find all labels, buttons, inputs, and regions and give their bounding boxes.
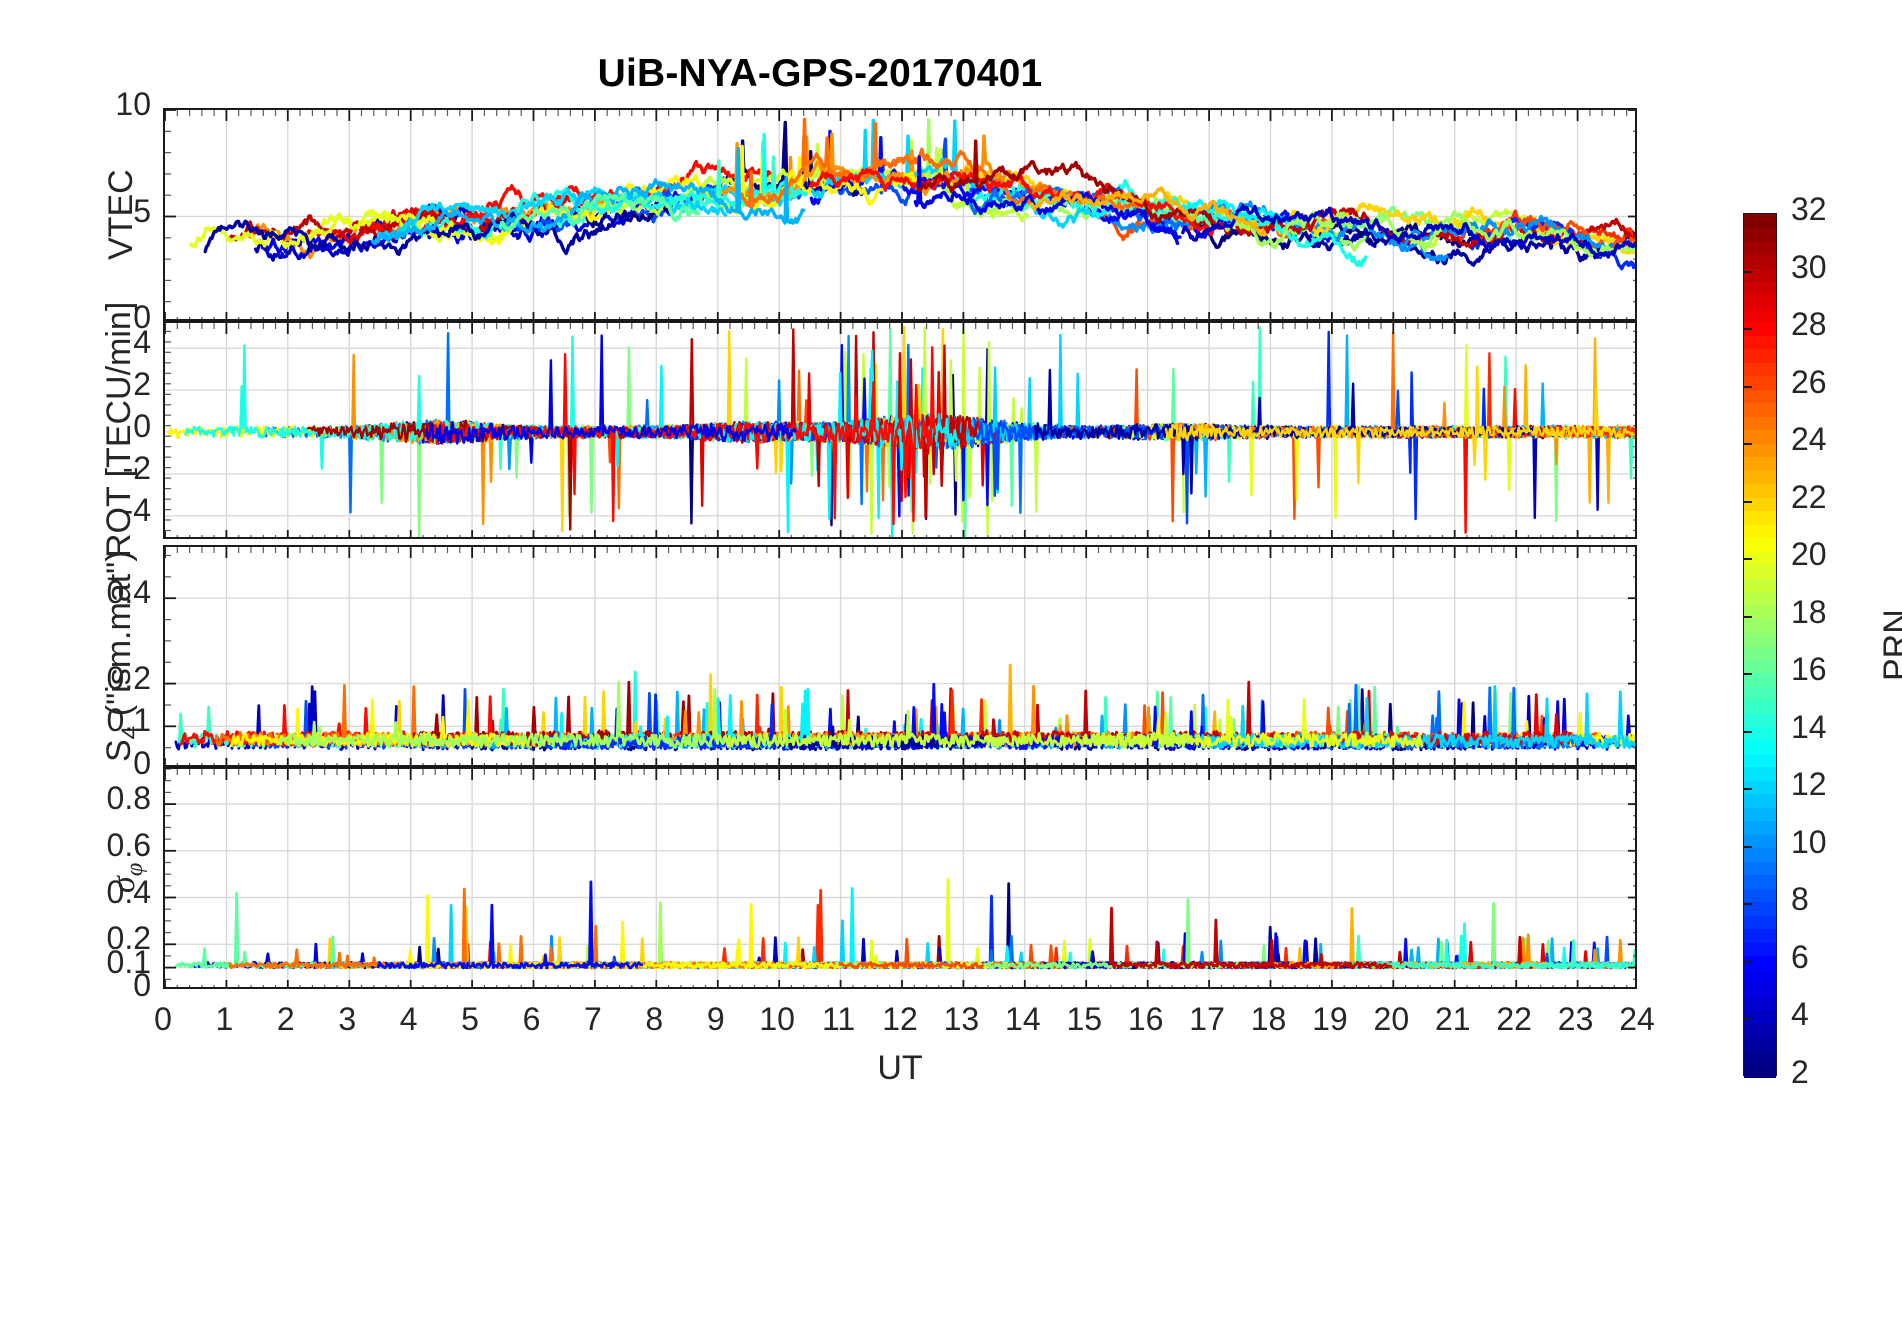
colorbar xyxy=(1743,213,1777,1078)
xtick-13: 13 xyxy=(943,1001,980,1037)
xtick-4: 4 xyxy=(399,1001,418,1037)
ytick-vtec-0: 0 xyxy=(133,299,151,335)
xtick-7: 7 xyxy=(584,1001,602,1037)
colorbar-tick-24: 24 xyxy=(1791,421,1827,458)
colorbar-tickmark-28 xyxy=(1743,328,1752,331)
colorbar-tickmark-12 xyxy=(1743,788,1752,791)
xtick-22: 22 xyxy=(1496,1001,1532,1037)
colorbar-tick-32: 32 xyxy=(1791,191,1827,227)
ytick-sigma_phi-2: 0.2 xyxy=(106,920,151,957)
axis-label-ut: UT xyxy=(877,1049,923,1087)
xtick-8: 8 xyxy=(645,1001,664,1037)
ytick-rot-4: 4 xyxy=(133,324,151,361)
xtick-16: 16 xyxy=(1127,1001,1164,1037)
ytick-sigma_phi-0: 0 xyxy=(133,967,151,1003)
colorbar-tickmark-6 xyxy=(1743,960,1752,963)
xtick-17: 17 xyxy=(1189,1001,1225,1037)
xtick-20: 20 xyxy=(1373,1001,1410,1037)
xtick-10: 10 xyxy=(759,1001,795,1037)
ytick-vtec-2: 10 xyxy=(115,86,151,122)
ytick-sigma_phi-3: 0.4 xyxy=(106,873,151,910)
xtick-15: 15 xyxy=(1066,1001,1103,1037)
colorbar-tick-26: 26 xyxy=(1791,363,1827,400)
panel-vtec xyxy=(163,108,1637,321)
xtick-19: 19 xyxy=(1312,1001,1348,1037)
xtick-24: 24 xyxy=(1619,1001,1655,1037)
xtick-2: 2 xyxy=(276,1001,295,1037)
colorbar-tickmark-10 xyxy=(1743,845,1752,848)
colorbar-tick-8: 8 xyxy=(1791,881,1809,918)
xtick-11: 11 xyxy=(821,1001,856,1037)
ytick-rot-3: 2 xyxy=(133,366,151,403)
colorbar-tick-2: 2 xyxy=(1791,1054,1809,1090)
xtick-9: 9 xyxy=(706,1001,725,1037)
colorbar-tickmark-26 xyxy=(1743,385,1752,388)
xtick-12: 12 xyxy=(882,1001,918,1037)
xtick-0: 0 xyxy=(154,1001,172,1037)
colorbar-tick-10: 10 xyxy=(1791,823,1827,860)
colorbar-tick-20: 20 xyxy=(1791,536,1827,573)
panel-rot xyxy=(163,321,1637,539)
colorbar-tick-14: 14 xyxy=(1791,708,1827,745)
ytick-rot-1: -2 xyxy=(122,449,151,486)
ytick-rot-2: 0 xyxy=(133,408,151,444)
colorbar-tick-18: 18 xyxy=(1791,593,1827,630)
ytick-rot-0: -4 xyxy=(122,491,151,528)
xtick-18: 18 xyxy=(1250,1001,1287,1037)
panel-s4 xyxy=(163,545,1637,767)
xtick-1: 1 xyxy=(215,1001,234,1037)
colorbar-tickmark-20 xyxy=(1743,558,1752,561)
colorbar-tickmark-14 xyxy=(1743,730,1752,733)
colorbar-tickmark-18 xyxy=(1743,615,1752,618)
colorbar-tick-6: 6 xyxy=(1791,938,1809,975)
colorbar-label: PRN xyxy=(1877,608,1902,681)
xtick-3: 3 xyxy=(338,1001,357,1037)
colorbar-tick-22: 22 xyxy=(1791,478,1827,515)
xtick-23: 23 xyxy=(1557,1001,1594,1037)
ytick-s4-3: 0.4 xyxy=(106,574,151,611)
colorbar-tickmark-16 xyxy=(1743,673,1752,676)
colorbar-tickmark-22 xyxy=(1743,500,1752,503)
panel-sigma-phi xyxy=(163,767,1637,989)
ytick-sigma_phi-5: 0.8 xyxy=(106,780,151,817)
colorbar-tick-28: 28 xyxy=(1791,306,1827,343)
ytick-sigma_phi-1: 0.1 xyxy=(106,943,151,980)
colorbar-tickmark-30 xyxy=(1743,270,1752,273)
ytick-s4-1: 0.1 xyxy=(106,702,151,739)
ytick-s4-0: 0 xyxy=(133,745,151,781)
colorbar-tickmark-4 xyxy=(1743,1018,1752,1021)
colorbar-tickmark-8 xyxy=(1743,903,1752,906)
xtick-5: 5 xyxy=(461,1001,479,1037)
colorbar-tick-30: 30 xyxy=(1791,248,1827,285)
ytick-s4-2: 0.2 xyxy=(106,659,151,696)
colorbar-tick-4: 4 xyxy=(1791,996,1809,1033)
colorbar-tickmark-24 xyxy=(1743,443,1752,446)
ytick-sigma_phi-4: 0.6 xyxy=(106,826,151,863)
ytick-vtec-1: 5 xyxy=(133,192,151,229)
xtick-14: 14 xyxy=(1005,1001,1041,1037)
colorbar-tick-16: 16 xyxy=(1791,651,1827,688)
xtick-21: 21 xyxy=(1434,1001,1471,1037)
xtick-6: 6 xyxy=(522,1001,541,1037)
colorbar-tick-12: 12 xyxy=(1791,766,1827,803)
figure-title: UiB-NYA-GPS-20170401 xyxy=(597,52,1043,95)
